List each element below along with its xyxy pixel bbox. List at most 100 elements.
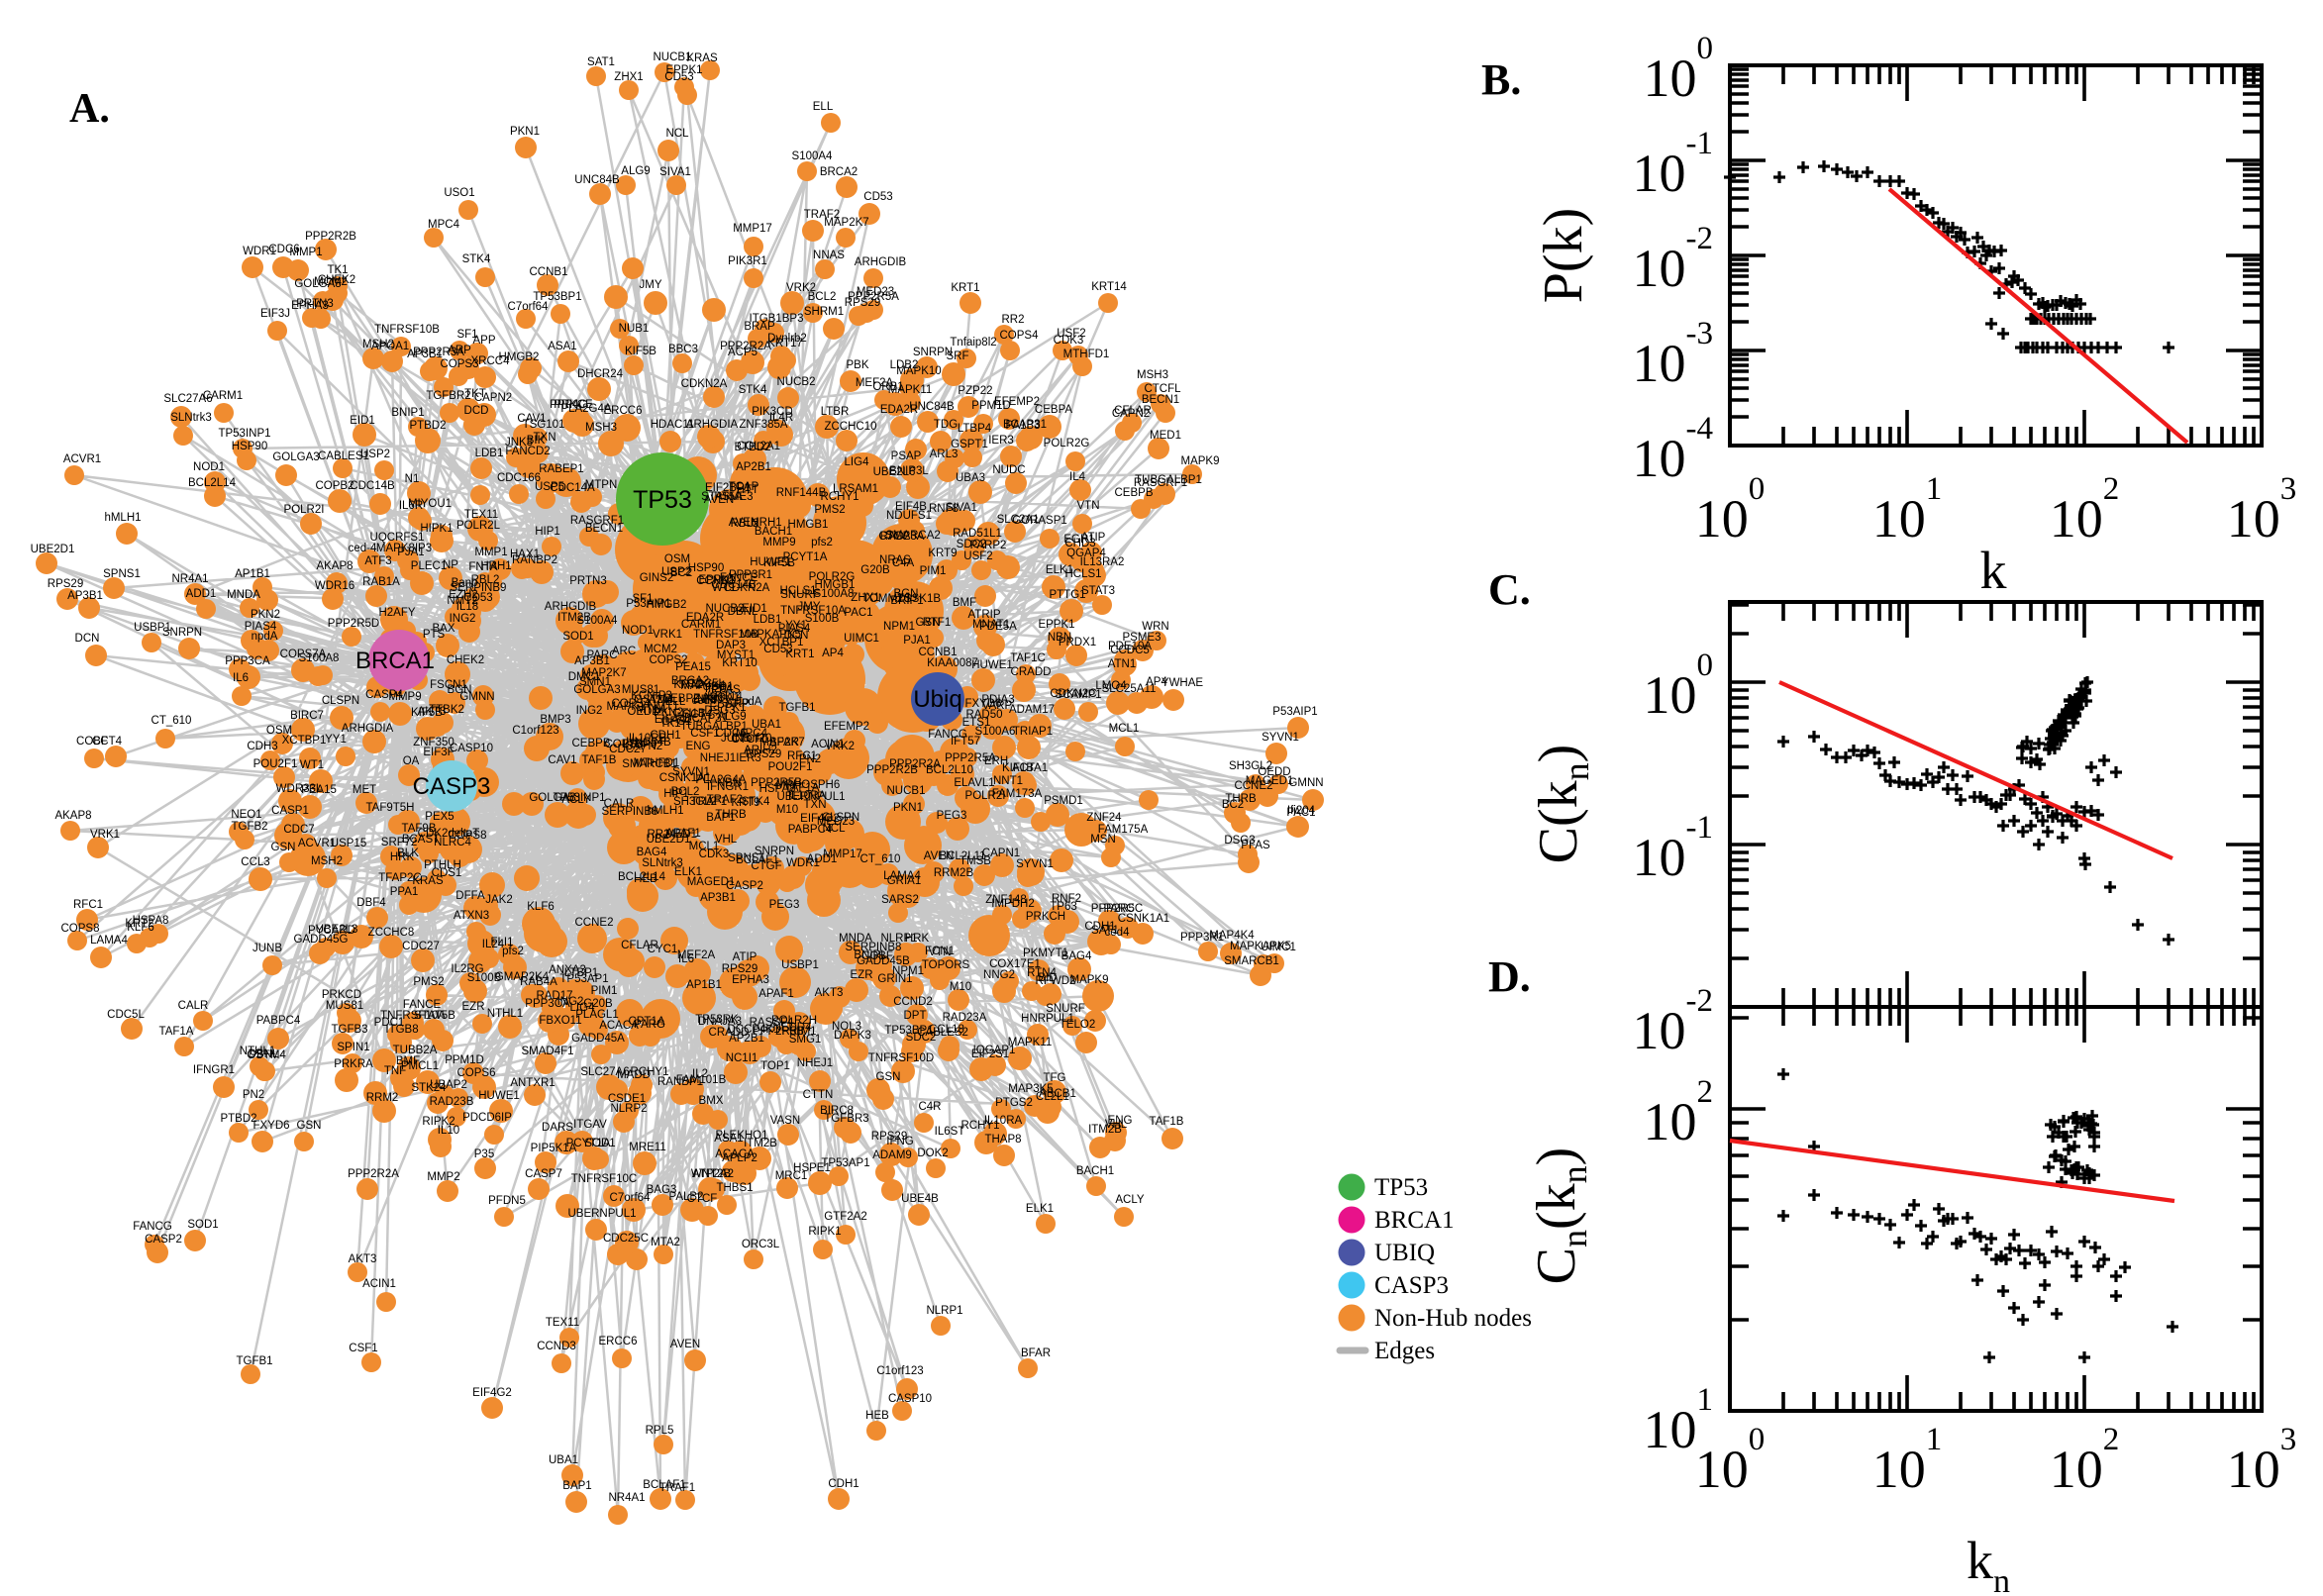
svg-text:RNF8: RNF8	[929, 503, 959, 515]
svg-text:WNT2B: WNT2B	[691, 1168, 732, 1180]
svg-text:MT1A: MT1A	[637, 704, 667, 716]
svg-text:LRSAM1: LRSAM1	[833, 483, 878, 495]
svg-text:TAF1C: TAF1C	[1010, 652, 1046, 664]
svg-text:ELL: ELL	[813, 101, 834, 113]
svg-text:CT_610: CT_610	[860, 853, 901, 865]
svg-text:ING2: ING2	[450, 613, 476, 625]
svg-text:MIYOU1: MIYOU1	[408, 498, 452, 510]
svg-text:GSTM4: GSTM4	[247, 1049, 286, 1061]
svg-text:ASA1: ASA1	[548, 341, 576, 352]
svg-text:UBE2L6: UBE2L6	[873, 466, 916, 478]
svg-text:NUB1: NUB1	[619, 323, 650, 335]
svg-text:SOD1: SOD1	[562, 631, 593, 643]
svg-text:XCTBP1: XCTBP1	[282, 735, 327, 747]
svg-text:RASGRF1: RASGRF1	[1134, 477, 1187, 489]
svg-text:ALG9: ALG9	[621, 165, 650, 177]
svg-text:C4R: C4R	[918, 1101, 941, 1113]
svg-text:AKAP8: AKAP8	[54, 810, 91, 822]
svg-text:TRIAP1: TRIAP1	[1013, 726, 1053, 738]
svg-text:LDB1: LDB1	[754, 614, 782, 626]
svg-text:PPP2R2A: PPP2R2A	[348, 1168, 399, 1180]
svg-text:GRIA1: GRIA1	[887, 875, 922, 887]
svg-text:MAPKAPK5: MAPKAPK5	[1230, 941, 1291, 952]
svg-text:SLNtrk3: SLNtrk3	[170, 412, 212, 424]
svg-text:STAT5A: STAT5A	[701, 491, 743, 503]
svg-text:PTTG1: PTTG1	[1049, 589, 1085, 601]
svg-text:MAP4K4: MAP4K4	[680, 680, 726, 692]
svg-text:HIP1: HIP1	[663, 788, 689, 800]
svg-text:AP4: AP4	[1146, 676, 1167, 688]
svg-text:UBA1: UBA1	[549, 1454, 578, 1466]
svg-text:BGN: BGN	[894, 588, 919, 600]
svg-text:SNURF: SNURF	[1046, 1003, 1085, 1015]
svg-text:KRT14: KRT14	[1091, 281, 1127, 293]
svg-text:ZNF385A: ZNF385A	[739, 419, 788, 431]
svg-text:ZNF350: ZNF350	[413, 737, 454, 748]
svg-text:BECN1: BECN1	[1142, 394, 1179, 406]
svg-text:NP: NP	[443, 559, 458, 571]
svg-text:EPPK1: EPPK1	[665, 64, 702, 76]
svg-text:ACLY: ACLY	[561, 794, 591, 806]
svg-text:CAPN2: CAPN2	[1112, 408, 1150, 420]
svg-text:USBP1: USBP1	[134, 622, 171, 634]
svg-text:CHEK2: CHEK2	[447, 654, 484, 666]
svg-text:hMLH1: hMLH1	[647, 805, 683, 817]
svg-text:CARM1: CARM1	[203, 390, 243, 402]
svg-text:ITGB1BP3: ITGB1BP3	[750, 313, 804, 325]
svg-text:THRB: THRB	[715, 809, 747, 821]
svg-text:SERPINB8: SERPINB8	[602, 806, 658, 818]
svg-text:NMT2: NMT2	[447, 595, 477, 607]
svg-text:SMN1: SMN1	[579, 676, 611, 688]
svg-text:PPP4C: PPP4C	[550, 399, 587, 411]
svg-text:TP53BP1: TP53BP1	[533, 291, 581, 303]
svg-text:UNC84B: UNC84B	[626, 737, 671, 748]
svg-text:ACIN1: ACIN1	[362, 1278, 396, 1290]
svg-text:CDC5L: CDC5L	[107, 1009, 145, 1021]
svg-text:CCL3: CCL3	[241, 856, 269, 868]
svg-text:PRKRA: PRKRA	[334, 1058, 373, 1070]
svg-text:ITGAV: ITGAV	[573, 1119, 607, 1131]
svg-text:PTBD2: PTBD2	[409, 420, 446, 432]
svg-text:COPS3: COPS3	[441, 358, 479, 370]
svg-text:ACVR1: ACVR1	[63, 453, 101, 465]
svg-text:PRKCE: PRKCE	[554, 399, 593, 411]
svg-text:DAP3: DAP3	[716, 640, 746, 651]
svg-text:POLR2L: POLR2L	[456, 520, 501, 532]
svg-text:EZR: EZR	[462, 1001, 485, 1013]
svg-text:TGFB2: TGFB2	[231, 821, 267, 833]
svg-text:ATRIP: ATRIP	[967, 609, 1000, 621]
svg-text:DSG3: DSG3	[1224, 835, 1255, 847]
svg-text:SRF: SRF	[947, 350, 969, 362]
svg-text:MAP4K4: MAP4K4	[1209, 930, 1255, 942]
svg-text:ARHGDIA: ARHGDIA	[686, 419, 739, 431]
svg-text:BGN: BGN	[448, 684, 472, 696]
svg-text:M10: M10	[950, 981, 971, 993]
svg-text:HIP1: HIP1	[535, 526, 560, 538]
svg-text:CD53: CD53	[863, 191, 892, 203]
svg-text:POLR2I: POLR2I	[965, 790, 1006, 802]
svg-text:UBAP2: UBAP2	[430, 1079, 467, 1091]
svg-text:SMARCA2: SMARCA2	[885, 530, 941, 542]
svg-text:CEBPB: CEBPB	[1115, 487, 1154, 499]
svg-text:S100B: S100B	[467, 972, 502, 984]
svg-text:MAPK9: MAPK9	[1181, 455, 1220, 467]
svg-text:HRH1: HRH1	[480, 560, 511, 572]
svg-text:NBN: NBN	[717, 777, 741, 789]
svg-text:STAT5B: STAT5B	[414, 1010, 455, 1022]
svg-text:GRIN1: GRIN1	[877, 973, 912, 985]
svg-text:BNIP1: BNIP1	[391, 407, 424, 419]
svg-text:IL13RA2: IL13RA2	[1080, 556, 1125, 568]
svg-text:UQCRFS1: UQCRFS1	[370, 532, 425, 544]
svg-text:BACH1: BACH1	[755, 526, 792, 538]
svg-text:BCAP31: BCAP31	[684, 713, 728, 725]
svg-text:PIM1: PIM1	[920, 565, 947, 577]
svg-text:HMGB2: HMGB2	[499, 351, 540, 363]
svg-text:OSM: OSM	[664, 553, 690, 565]
svg-text:PDE10A: PDE10A	[1108, 641, 1152, 652]
svg-text:ACACA: ACACA	[715, 1148, 755, 1160]
svg-text:PLAGL1: PLAGL1	[575, 1009, 618, 1021]
svg-text:PARC: PARC	[1103, 903, 1134, 915]
svg-text:PRKCD: PRKCD	[322, 989, 361, 1001]
svg-text:ENG: ENG	[1108, 1115, 1133, 1127]
svg-text:STK4: STK4	[739, 384, 767, 396]
